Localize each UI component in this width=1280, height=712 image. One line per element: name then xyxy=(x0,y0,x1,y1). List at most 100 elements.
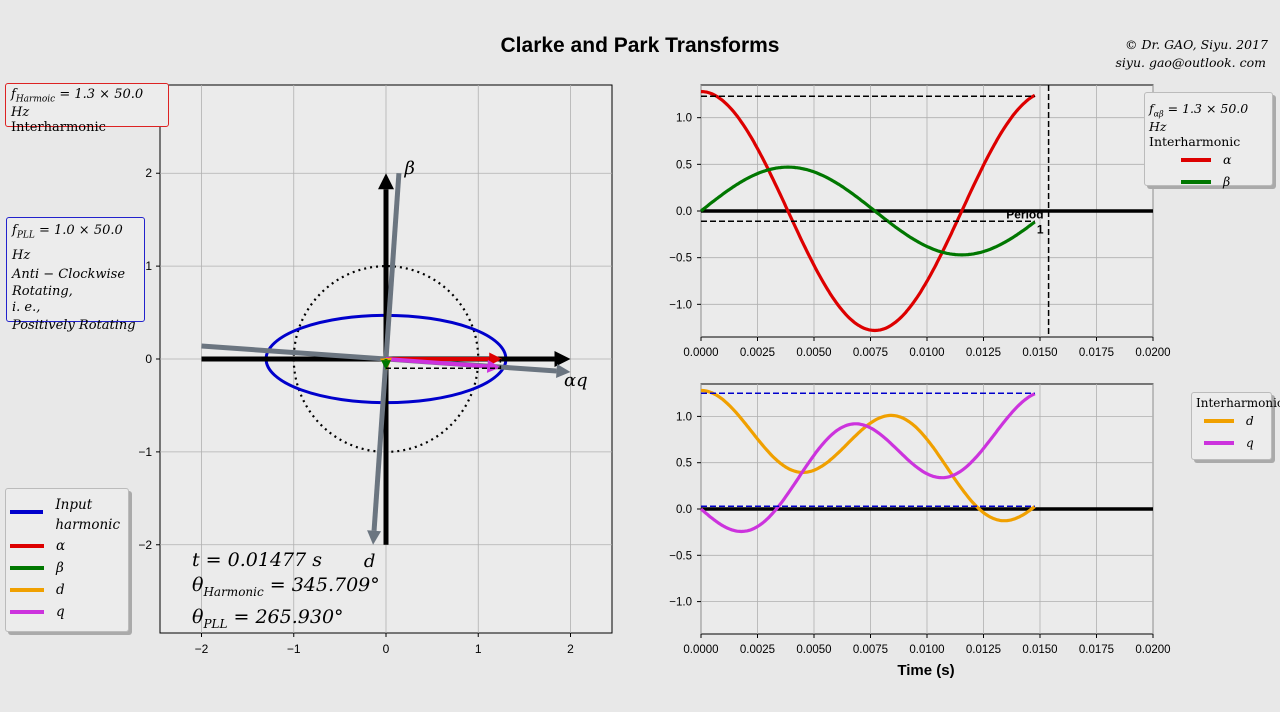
ab-xtick-label: 0.0100 xyxy=(909,347,944,359)
ab-ytick-label: 1.0 xyxy=(676,113,692,125)
legend-item-alpha: α xyxy=(10,535,124,557)
alpha-beta-legend: fαβ = 1.3 × 50.0 Hz Interharmonic α β xyxy=(1144,92,1273,189)
harmonic-f-sub: Harmoic xyxy=(15,94,56,105)
theta-p-sub: PLL xyxy=(203,616,228,631)
phasor-legend: Input harmonic α β d q xyxy=(5,488,129,632)
dq-xtick-label: 0.0175 xyxy=(1079,644,1114,656)
ab-ytick-label: −1.0 xyxy=(669,299,692,311)
dq-label-d: d xyxy=(1246,414,1254,428)
d-axis-head xyxy=(367,530,382,545)
ab-xtick-label: 0.0050 xyxy=(796,347,831,359)
theta-harmonic-readout: θHarmonic = 345.709° xyxy=(192,573,380,605)
phasor-xtick-label: −1 xyxy=(287,642,301,656)
ab-legend-item-alpha: α xyxy=(1149,149,1268,171)
phasor-xtick-label: −2 xyxy=(195,642,209,656)
ab-ytick-label: 0.5 xyxy=(676,159,692,171)
q-vector-shaft xyxy=(385,357,488,369)
ab-legend-title: Interharmonic xyxy=(1149,133,1241,149)
ab-label-alpha: α xyxy=(1223,152,1232,167)
ab-f-symbol: f xyxy=(1149,101,1154,116)
beta-axis-label: β xyxy=(403,158,414,179)
dq-ytick-label: 0.0 xyxy=(676,504,692,516)
legend-swatch-beta xyxy=(10,566,44,570)
pll-f-value: = 1.0 × 50.0 Hz xyxy=(12,223,123,263)
harmonic-info-box: fHarmoic = 1.3 × 50.0 Hz Interharmonic xyxy=(5,83,169,135)
ab-xtick-label: 0.0175 xyxy=(1079,347,1114,359)
q-vector-head xyxy=(486,359,501,373)
theta-h-sub: Harmonic xyxy=(203,584,264,599)
dq-legend-item-q: q xyxy=(1196,432,1267,454)
ab-swatch-beta xyxy=(1181,179,1211,184)
pll-line-1: Anti − Clockwise xyxy=(12,266,126,282)
ab-xtick-label: 0.0075 xyxy=(853,347,888,359)
dq-ytick-label: 0.5 xyxy=(676,458,692,470)
beta-vector-head xyxy=(381,360,391,371)
pll-f-symbol: f xyxy=(12,223,17,238)
figure-title: Clarke and Park Transforms xyxy=(501,34,780,57)
phasor-ytick-label: 0 xyxy=(145,352,152,366)
legend-label-beta: β xyxy=(56,560,64,576)
alpha-vector-head xyxy=(489,352,503,366)
dq-label-q: q xyxy=(1246,436,1254,450)
q-axis-head xyxy=(556,364,571,379)
phasor-xtick-label: 1 xyxy=(475,642,482,656)
dq-legend: Interharmonic d q xyxy=(1191,392,1280,460)
d-axis-shaft xyxy=(371,173,402,531)
d-axis-label: d xyxy=(364,551,376,572)
legend-item-beta: β xyxy=(10,557,124,579)
beta-series-line xyxy=(700,165,1036,257)
legend-swatch-alpha xyxy=(10,544,44,548)
legend-item-q: q xyxy=(10,601,124,623)
dq-swatch-d xyxy=(1204,419,1234,423)
ab-swatch-alpha xyxy=(1181,157,1211,162)
alpha-beta-time-plot: 0.0000 0.0025 0.0050 0.0075 0.0100 0.0125 0.01… xyxy=(669,84,1171,359)
theta-p-value: = 265.930° xyxy=(227,605,344,628)
x-axis-label: Time (s) xyxy=(897,662,954,679)
ab-xtick-label: 0.0000 xyxy=(683,347,718,359)
time-readout: t = 0.01477 s xyxy=(192,549,322,571)
ab-f-value: = 1.3 × 50.0 Hz xyxy=(1149,101,1249,134)
legend-item-d: d xyxy=(10,579,124,601)
ab-xtick-label: 0.0150 xyxy=(1022,347,1057,359)
alpha-q-axis-label: αq xyxy=(564,370,588,391)
dq-xtick-label: 0.0000 xyxy=(683,644,718,656)
legend-swatch-q xyxy=(10,610,44,614)
alpha-series-line xyxy=(700,89,1036,333)
dq-xtick-label: 0.0150 xyxy=(1022,644,1057,656)
phasor-ytick-label: −2 xyxy=(138,538,152,552)
dq-xtick-label: 0.0100 xyxy=(909,644,944,656)
legend-swatch-input xyxy=(10,510,44,514)
dq-ytick-label: −1.0 xyxy=(669,597,692,609)
legend-label-alpha: α xyxy=(56,538,66,554)
legend-label-d: d xyxy=(56,582,65,598)
pll-f-sub: PLL xyxy=(16,230,35,241)
dq-ytick-label: 1.0 xyxy=(676,411,692,423)
ab-xtick-label: 0.0025 xyxy=(740,347,775,359)
readout-block: t = 0.01477 s θHarmonic = 345.709° θPLL … xyxy=(192,548,380,637)
harmonic-f-symbol: f xyxy=(11,87,16,102)
theta-pll-readout: θPLL = 265.930° xyxy=(192,605,380,637)
harmonic-f-value: = 1.3 × 50.0 Hz xyxy=(11,87,144,120)
dq-xtick-label: 0.0025 xyxy=(740,644,775,656)
q-series-line xyxy=(699,392,1036,534)
dq-xtick-label: 0.0200 xyxy=(1135,644,1170,656)
legend-label-input: Input harmonic xyxy=(55,497,121,533)
dq-xtick-label: 0.0075 xyxy=(853,644,888,656)
phasor-ytick-label: 2 xyxy=(145,166,152,180)
dq-xtick-label: 0.0125 xyxy=(966,644,1001,656)
credit-email: siyu. gao@outlook. com xyxy=(1115,55,1266,70)
period-number: 1 xyxy=(1037,222,1044,236)
ab-ytick-label: 0.0 xyxy=(676,206,692,218)
ab-legend-item-beta: β xyxy=(1149,171,1268,193)
phasor-ytick-label: 1 xyxy=(145,259,152,273)
dq-swatch-q xyxy=(1204,441,1234,445)
legend-swatch-d xyxy=(10,588,44,592)
ab-xtick-label: 0.0125 xyxy=(966,347,1001,359)
ab-ytick-label: −0.5 xyxy=(669,253,692,265)
phasor-guide-lines xyxy=(386,359,502,370)
pll-info-box: fPLL = 1.0 × 50.0 Hz Anti − Clockwise Ro… xyxy=(6,217,145,333)
alpha-axis-head xyxy=(554,351,571,367)
pll-line-4: Positively Rotating xyxy=(12,317,136,333)
theta-h-value: = 345.709° xyxy=(263,574,380,596)
dq-legend-title: Interharmonic xyxy=(1196,396,1280,410)
